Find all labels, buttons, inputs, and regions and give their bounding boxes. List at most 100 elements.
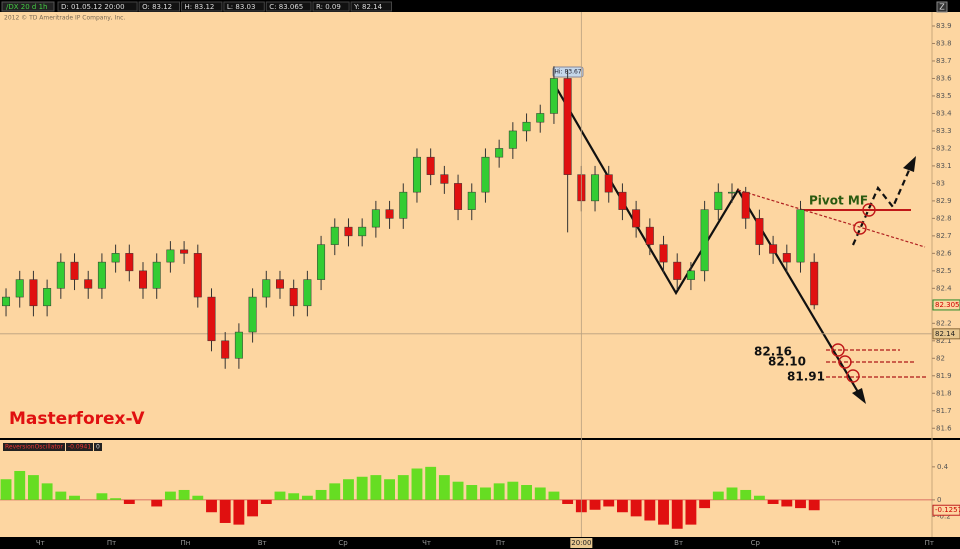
oscillator-bar <box>630 499 642 517</box>
candle-body <box>193 253 202 298</box>
study-title: ReversionOscillator <box>5 444 63 451</box>
last-value-box <box>932 504 960 516</box>
candle-body <box>289 288 298 307</box>
header-field: L: 83.03 <box>227 3 256 11</box>
y-tick-label: 83.9 <box>936 22 952 30</box>
y-tick-label: 82.9 <box>936 197 952 205</box>
candle-body <box>412 156 421 193</box>
candle-body <box>399 191 408 219</box>
y-tick-label: 83 <box>936 179 945 187</box>
oscillator-bar <box>548 491 560 500</box>
oscillator-bar <box>562 499 574 504</box>
marker-circle <box>846 369 860 383</box>
y-tick-label: 83.5 <box>936 92 952 100</box>
oscillator-bar <box>233 499 245 525</box>
header-field: H: 83.12 <box>185 3 215 11</box>
candle-body <box>632 209 641 228</box>
oscillator-bar <box>41 483 53 500</box>
oscillator-bar <box>260 499 272 504</box>
oscillator-bar <box>795 499 806 509</box>
oscillator-bar <box>164 491 176 500</box>
dashed-path <box>851 167 912 246</box>
candle-body <box>755 218 764 245</box>
oscillator-bar <box>192 495 204 500</box>
oscillator-bar <box>301 495 313 500</box>
y-tick-label: 82.5 <box>936 267 952 275</box>
candle-body <box>549 78 558 114</box>
trend-line <box>737 189 926 248</box>
oscillator-bar <box>726 487 738 500</box>
y-tick-label: 82.1 <box>936 337 952 345</box>
header-field-box <box>223 1 265 12</box>
symbol-box[interactable] <box>1 1 55 12</box>
zoom-button[interactable] <box>936 1 948 13</box>
candle-body <box>2 296 11 307</box>
oscillator-bar <box>397 475 409 500</box>
y-tick-label: 82.7 <box>936 232 952 240</box>
y-tick-label: 83.2 <box>936 144 952 152</box>
oscillator-bar <box>110 498 122 500</box>
y-tick-label: 82.2 <box>936 319 952 327</box>
symbol: /DX 20 d 1h <box>6 3 47 11</box>
candle-body <box>234 331 243 359</box>
crosshair-price: 82.14 <box>935 330 956 338</box>
y-tick-label: 83.7 <box>936 57 952 65</box>
study-value: 0 <box>96 444 100 451</box>
oscillator-bar <box>466 485 478 500</box>
level-label: 82.10 <box>768 355 806 369</box>
marker-circle <box>838 355 852 369</box>
oscillator-bar <box>753 495 765 500</box>
candle-body <box>248 296 257 333</box>
candle-body <box>275 279 284 289</box>
oscillator-bar <box>712 491 724 500</box>
oscillator-bar <box>534 487 546 500</box>
candle-body <box>769 244 778 254</box>
oscillator-bar <box>411 468 423 500</box>
oscillator-bar <box>425 466 437 500</box>
y-tick-label: -0.2 <box>937 512 951 520</box>
oscillator-bar <box>658 499 669 525</box>
candle-body <box>317 244 326 280</box>
arrow-head <box>903 156 916 172</box>
study-box <box>3 443 65 451</box>
candle-body <box>782 253 791 263</box>
candle-body <box>522 121 531 132</box>
x-tick-label: Ср <box>751 539 761 547</box>
zoom-icon: Z <box>939 3 945 12</box>
level-label: 81.91 <box>787 370 825 384</box>
oscillator-bar <box>438 475 450 500</box>
candle-body <box>810 261 819 306</box>
y-tick-label: 82.8 <box>936 214 952 222</box>
x-tick-label: Вт <box>674 539 683 547</box>
oscillator-bar <box>616 499 628 513</box>
analysis-drawing: Pivot MF 82.16 82.10 81.91 <box>552 81 928 404</box>
oscillator-bar <box>55 491 67 500</box>
candle-body <box>97 261 106 289</box>
x-tick-label: Ср <box>338 539 348 547</box>
oscillator-bar <box>0 479 12 500</box>
oscillator-bar <box>178 489 190 500</box>
oscillator-bar <box>206 499 217 513</box>
candle-body <box>84 279 93 289</box>
candle-body <box>728 191 736 194</box>
header-field-box <box>312 1 350 12</box>
study-value-box <box>66 443 93 451</box>
candle-body <box>166 249 175 263</box>
oscillator-bar <box>507 481 519 500</box>
header-field-box <box>265 1 312 12</box>
candle-body <box>344 226 353 237</box>
candle-body <box>604 174 613 193</box>
x-tick-label: Чт <box>422 539 431 547</box>
oscillator-bar <box>123 499 135 504</box>
header-field-box <box>181 1 223 12</box>
last-value: -0.1257 <box>935 506 960 514</box>
last-price: 82.305 <box>935 301 960 309</box>
candle-body <box>591 174 600 202</box>
y-tick-label: 0.4 <box>937 463 949 471</box>
y-tick-label: 81.9 <box>936 372 952 380</box>
oscillator-bar <box>781 499 793 507</box>
candle-body <box>385 209 394 219</box>
candle-body <box>686 270 695 280</box>
